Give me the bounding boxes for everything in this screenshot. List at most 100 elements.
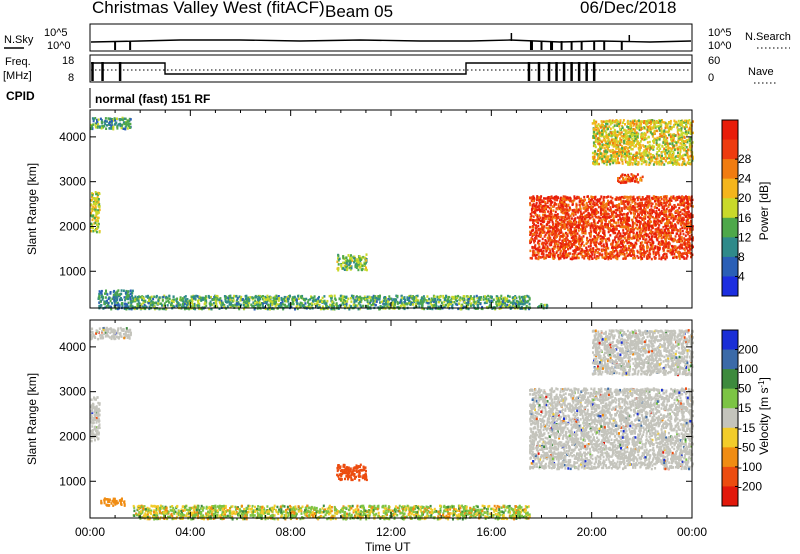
- range-cell: [621, 223, 624, 226]
- nave-label: Nave: [748, 66, 774, 78]
- range-cell: [537, 234, 540, 238]
- range-cell: [244, 303, 247, 307]
- range-cell: [389, 297, 392, 300]
- range-cell: [689, 248, 692, 251]
- range-cell: [626, 195, 629, 199]
- range-cell: [608, 239, 611, 242]
- range-cell: [90, 127, 93, 130]
- range-cell: [641, 241, 644, 244]
- range-cell: [333, 308, 336, 311]
- range-cell: [567, 248, 569, 251]
- range-cell: [229, 305, 232, 309]
- range-cell: [638, 219, 641, 223]
- range-cell: [623, 207, 626, 210]
- range-cell: [121, 302, 124, 305]
- range-cell: [542, 255, 545, 259]
- range-cell: [175, 304, 178, 307]
- range-cell: [567, 204, 570, 207]
- range-cell: [447, 304, 450, 307]
- range-cell: [197, 301, 200, 305]
- range-cell: [337, 257, 339, 260]
- range-cell: [575, 204, 578, 207]
- range-cell: [678, 245, 681, 248]
- range-cell: [561, 226, 564, 229]
- range-cell: [651, 230, 654, 234]
- range-cell: [388, 295, 391, 298]
- range-cell: [581, 239, 583, 242]
- range-cell: [350, 254, 352, 257]
- range-cell: [579, 246, 582, 249]
- range-cell: [592, 200, 595, 203]
- beam-label: Beam 05: [325, 2, 393, 21]
- range-cell: [663, 242, 666, 246]
- range-cell: [593, 241, 596, 245]
- range-cell: [641, 257, 644, 260]
- range-cell: [250, 303, 253, 306]
- range-cell: [646, 257, 649, 260]
- range-cell: [283, 297, 285, 301]
- range-cell: [518, 297, 521, 300]
- range-cell: [632, 246, 635, 249]
- range-cell: [672, 195, 675, 198]
- range-cell: [536, 195, 539, 198]
- range-cell: [263, 300, 266, 303]
- range-cell: [618, 197, 620, 201]
- range-cell: [647, 200, 650, 203]
- range-cell: [92, 230, 95, 233]
- range-cell: [591, 250, 594, 253]
- range-cell: [97, 222, 100, 226]
- range-cell: [573, 208, 576, 212]
- range-cell: [254, 299, 257, 302]
- range-cell: [575, 229, 577, 233]
- range-cell: [616, 244, 619, 247]
- range-cell: [636, 215, 639, 218]
- range-cell: [603, 230, 606, 233]
- range-cell: [644, 217, 647, 220]
- range-cell: [459, 299, 462, 302]
- range-cell: [456, 299, 458, 303]
- range-cell: [680, 203, 683, 207]
- range-cell: [607, 223, 610, 226]
- range-cell: [612, 225, 614, 228]
- range-cell: [549, 238, 552, 242]
- range-cell: [550, 239, 553, 242]
- range-cell: [408, 296, 411, 300]
- range-cell: [109, 123, 112, 127]
- range-cell: [545, 215, 548, 219]
- range-cell: [680, 244, 683, 247]
- range-cell: [318, 300, 321, 303]
- range-cell: [538, 245, 541, 249]
- range-cell: [663, 253, 666, 256]
- range-cell: [607, 199, 609, 203]
- range-cell: [565, 225, 568, 229]
- range-cell: [537, 224, 540, 228]
- range-cell: [580, 228, 582, 231]
- range-cell: [356, 260, 358, 264]
- range-cell: [337, 267, 340, 270]
- range-cell: [623, 253, 626, 256]
- range-cell: [396, 302, 399, 305]
- range-cell: [204, 295, 207, 298]
- range-cell: [284, 305, 287, 309]
- range-cell: [577, 252, 580, 255]
- range-cell: [349, 261, 352, 264]
- range-cell: [665, 207, 668, 211]
- range-cell: [184, 295, 187, 298]
- range-cell: [247, 304, 249, 307]
- range-cell: [335, 302, 338, 305]
- range-cell: [643, 222, 646, 225]
- range-cell: [671, 231, 674, 234]
- range-cell: [229, 295, 232, 299]
- range-cell: [577, 256, 580, 260]
- range-cell: [506, 297, 509, 300]
- range-cell: [674, 224, 677, 227]
- range-cell: [567, 216, 570, 219]
- range-cell: [630, 212, 632, 215]
- range-cell: [560, 200, 563, 204]
- range-cell: [635, 236, 637, 239]
- range-cell: [646, 221, 649, 225]
- range-cell: [566, 226, 569, 229]
- range-cell: [604, 222, 607, 226]
- range-cell: [571, 202, 574, 206]
- range-cell: [98, 292, 101, 296]
